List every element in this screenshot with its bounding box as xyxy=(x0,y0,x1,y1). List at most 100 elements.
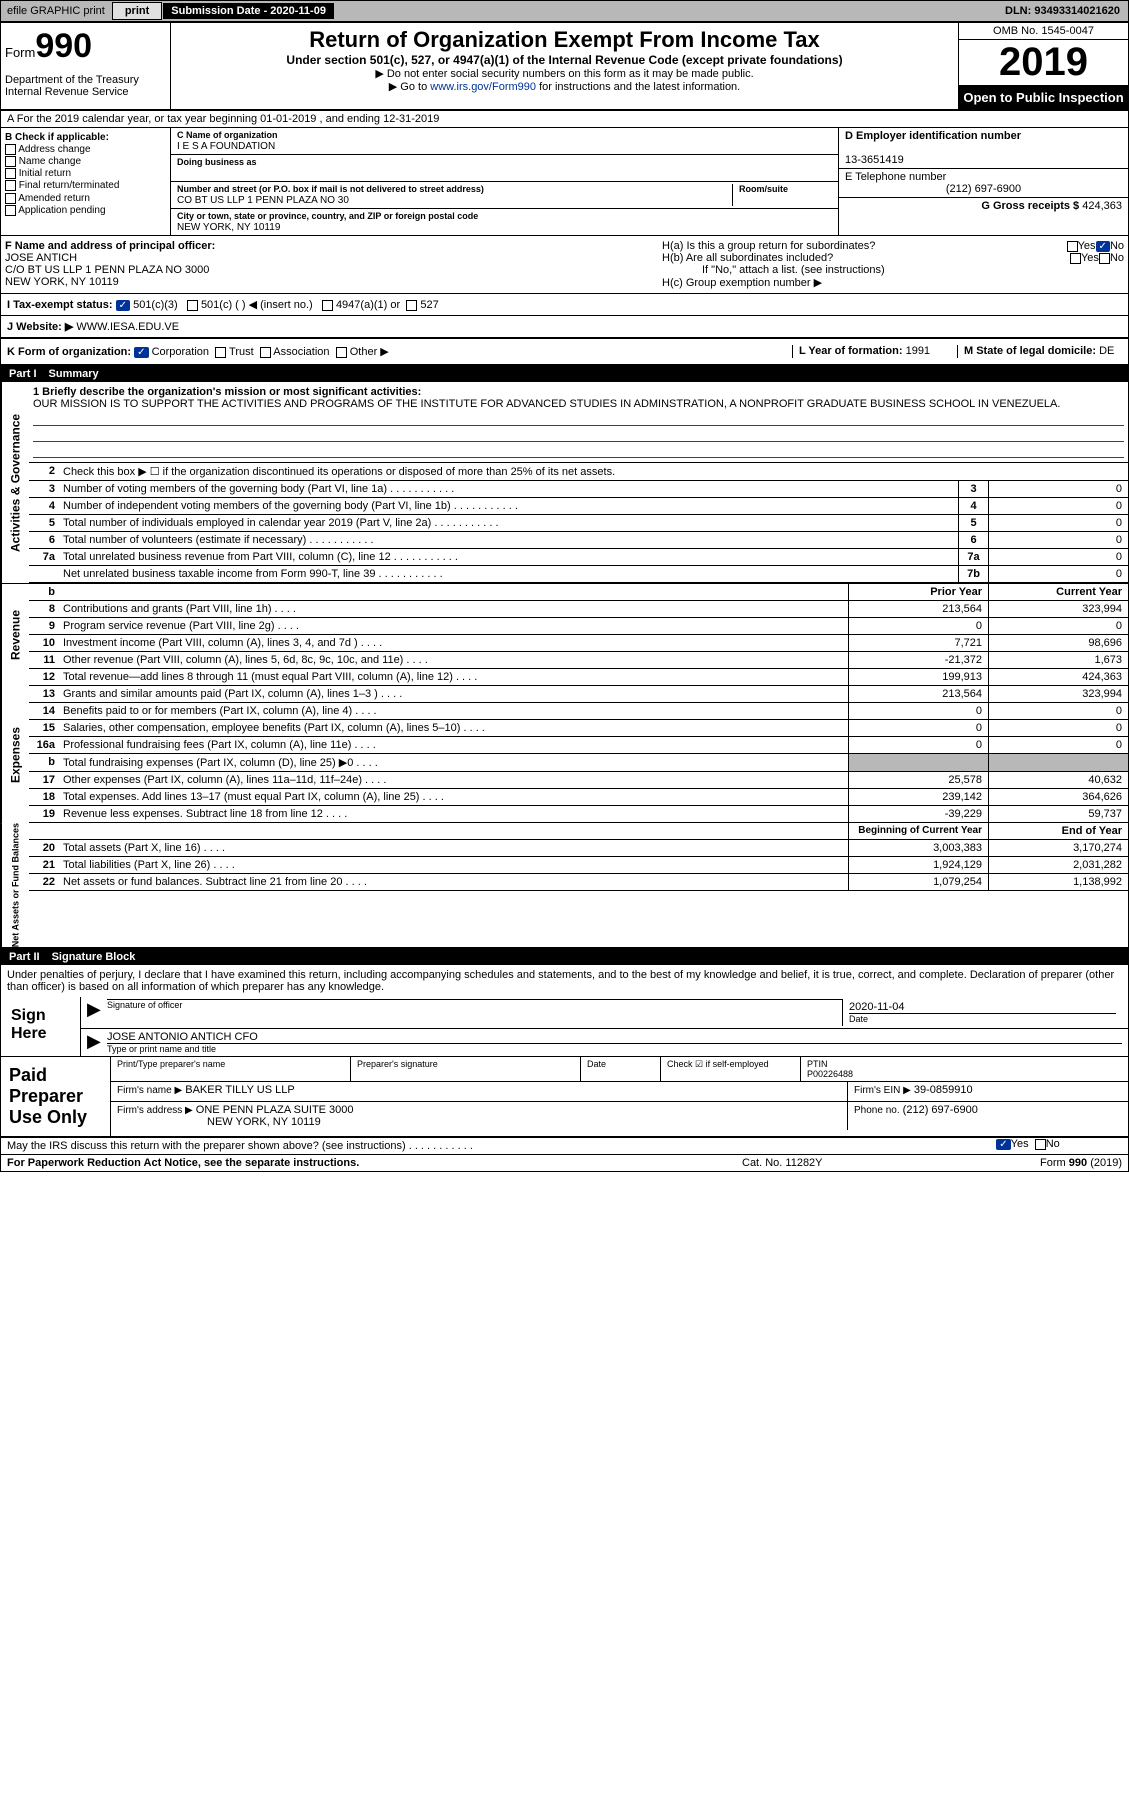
hb-note: If "No," attach a list. (see instruction… xyxy=(662,264,1124,276)
arrow-icon: ▶ xyxy=(87,999,107,1026)
form-990: Form990 Department of the Treasury Inter… xyxy=(0,22,1129,1172)
row-a: A For the 2019 calendar year, or tax yea… xyxy=(1,111,1128,128)
table-row: 12Total revenue—add lines 8 through 11 (… xyxy=(29,669,1128,686)
instructions-link[interactable]: www.irs.gov/Form990 xyxy=(430,81,536,93)
cb-amended[interactable]: Amended return xyxy=(5,193,166,204)
table-row: 6Total number of volunteers (estimate if… xyxy=(29,532,1128,549)
ein: 13-3651419 xyxy=(845,154,904,166)
prep-date-lbl: Date xyxy=(581,1057,661,1081)
cb-527[interactable]: 527 xyxy=(406,299,438,311)
cb-501c[interactable]: 501(c) ( ) ◀ (insert no.) xyxy=(187,299,313,311)
table-row: 11Other revenue (Part VIII, column (A), … xyxy=(29,652,1128,669)
sig-officer-lbl: Signature of officer xyxy=(107,999,842,1010)
cb-initial[interactable]: Initial return xyxy=(5,168,166,179)
netassets-section: Net Assets or Fund Balances Beginning of… xyxy=(1,823,1128,949)
hb-yes[interactable]: Yes xyxy=(1070,252,1099,264)
section-bcd: B Check if applicable: Address change Na… xyxy=(1,128,1128,236)
cb-name[interactable]: Name change xyxy=(5,156,166,167)
side-revenue: Revenue xyxy=(1,584,29,686)
side-netassets: Net Assets or Fund Balances xyxy=(1,823,29,947)
footer: For Paperwork Reduction Act Notice, see … xyxy=(1,1155,1128,1171)
section-f: F Name and address of principal officer:… xyxy=(1,236,658,293)
form-word: Form xyxy=(5,45,35,60)
row-j: J Website: ▶ WWW.IESA.EDU.VE xyxy=(1,316,1128,339)
table-row: Net unrelated business taxable income fr… xyxy=(29,566,1128,583)
street: CO BT US LLP 1 PENN PLAZA NO 30 xyxy=(177,195,349,206)
org-name: I E S A FOUNDATION xyxy=(177,141,275,152)
header-mid: Return of Organization Exempt From Incom… xyxy=(171,23,958,109)
sig-date: 2020-11-04 xyxy=(849,1001,904,1013)
cb-corp[interactable]: ✓ Corporation xyxy=(134,346,209,358)
table-row: 10Investment income (Part VIII, column (… xyxy=(29,635,1128,652)
ha-lbl: H(a) Is this a group return for subordin… xyxy=(662,240,1067,252)
table-row: 9Program service revenue (Part VIII, lin… xyxy=(29,618,1128,635)
form-subtitle: Under section 501(c), 527, or 4947(a)(1)… xyxy=(175,53,954,67)
cb-pending[interactable]: Application pending xyxy=(5,205,166,216)
street-lbl: Number and street (or P.O. box if mail i… xyxy=(177,184,484,194)
line2: Check this box ▶ ☐ if the organization d… xyxy=(59,463,1128,480)
section-deg: D Employer identification number 13-36514… xyxy=(838,128,1128,235)
section-fh: F Name and address of principal officer:… xyxy=(1,236,1128,294)
form-ref: Form 990 (2019) xyxy=(942,1157,1122,1169)
f-lbl: F Name and address of principal officer: xyxy=(5,240,654,252)
table-row: 15Salaries, other compensation, employee… xyxy=(29,720,1128,737)
section-b: B Check if applicable: Address change Na… xyxy=(1,128,171,235)
table-row: 20Total assets (Part X, line 16) . . . .… xyxy=(29,840,1128,857)
mission-text: OUR MISSION IS TO SUPPORT THE ACTIVITIES… xyxy=(33,398,1124,410)
header: Form990 Department of the Treasury Inter… xyxy=(1,23,1128,111)
phone-lbl: E Telephone number xyxy=(845,171,946,183)
cat-no: Cat. No. 11282Y xyxy=(742,1157,942,1169)
header-left: Form990 Department of the Treasury Inter… xyxy=(1,23,171,109)
hc-lbl: H(c) Group exemption number ▶ xyxy=(662,276,1124,289)
gross-lbl: G Gross receipts $ xyxy=(981,200,1079,212)
note-ssn: ▶ Do not enter social security numbers o… xyxy=(175,67,954,80)
cb-trust[interactable]: Trust xyxy=(215,346,254,358)
discuss-yes[interactable]: ✓Yes xyxy=(996,1138,1028,1150)
mission: 1 Briefly describe the organization's mi… xyxy=(29,382,1128,463)
table-row: 19Revenue less expenses. Subtract line 1… xyxy=(29,806,1128,823)
expenses-section: Expenses 13Grants and similar amounts pa… xyxy=(1,686,1128,823)
cb-final[interactable]: Final return/terminated xyxy=(5,180,166,191)
officer-name: JOSE ANTONIO ANTICH CFO xyxy=(107,1031,258,1043)
penalty-text: Under penalties of perjury, I declare th… xyxy=(1,965,1128,997)
table-row: 22Net assets or fund balances. Subtract … xyxy=(29,874,1128,891)
section-c: C Name of organizationI E S A FOUNDATION… xyxy=(171,128,838,235)
revenue-section: Revenue bPrior YearCurrent Year 8Contrib… xyxy=(1,583,1128,686)
ha-no[interactable]: ✓No xyxy=(1096,240,1124,252)
table-row: 14Benefits paid to or for members (Part … xyxy=(29,703,1128,720)
hb-no[interactable]: No xyxy=(1099,252,1124,264)
b-label: B Check if applicable: xyxy=(5,132,166,143)
f-addr1: C/O BT US LLP 1 PENN PLAZA NO 3000 xyxy=(5,264,654,276)
submission-date: Submission Date - 2020-11-09 xyxy=(163,3,334,19)
header-right: OMB No. 1545-0047 2019 Open to Public In… xyxy=(958,23,1128,109)
table-row: 18Total expenses. Add lines 13–17 (must … xyxy=(29,789,1128,806)
cb-other[interactable]: Other ▶ xyxy=(336,346,389,358)
website: WWW.IESA.EDU.VE xyxy=(76,321,179,333)
print-button[interactable]: print xyxy=(112,2,162,20)
open-inspection: Open to Public Inspection xyxy=(959,86,1128,109)
row-k: K Form of organization: ✓ Corporation Tr… xyxy=(7,345,792,358)
city-lbl: City or town, state or province, country… xyxy=(177,211,478,221)
discuss-no[interactable]: No xyxy=(1035,1138,1060,1150)
gross: 424,363 xyxy=(1082,200,1122,212)
table-row: 16aProfessional fundraising fees (Part I… xyxy=(29,737,1128,754)
topbar: efile GRAPHIC print print Submission Dat… xyxy=(0,0,1129,22)
form-number: 990 xyxy=(35,27,92,65)
table-row: 13Grants and similar amounts paid (Part … xyxy=(29,686,1128,703)
table-row: 17Other expenses (Part IX, column (A), l… xyxy=(29,772,1128,789)
part1-header: Part ISummary xyxy=(1,366,1128,382)
firm-name: BAKER TILLY US LLP xyxy=(185,1084,294,1096)
row-l: L Year of formation: 1991 xyxy=(792,345,957,358)
discuss-row: May the IRS discuss this return with the… xyxy=(1,1138,1128,1155)
cb-address[interactable]: Address change xyxy=(5,144,166,155)
cb-assoc[interactable]: Association xyxy=(260,346,330,358)
cb-501c3[interactable]: ✓ 501(c)(3) xyxy=(116,299,178,311)
cb-4947[interactable]: 4947(a)(1) or xyxy=(322,299,400,311)
self-employed[interactable]: Check ☑ if self-employed xyxy=(661,1057,801,1081)
tax-year: 2019 xyxy=(959,40,1128,86)
table-row: 3Number of voting members of the governi… xyxy=(29,481,1128,498)
ha-yes[interactable]: Yes xyxy=(1067,240,1096,252)
section-h: H(a) Is this a group return for subordin… xyxy=(658,236,1128,293)
firm-addr2: NEW YORK, NY 10119 xyxy=(207,1116,321,1128)
ein-lbl: D Employer identification number xyxy=(845,130,1021,142)
